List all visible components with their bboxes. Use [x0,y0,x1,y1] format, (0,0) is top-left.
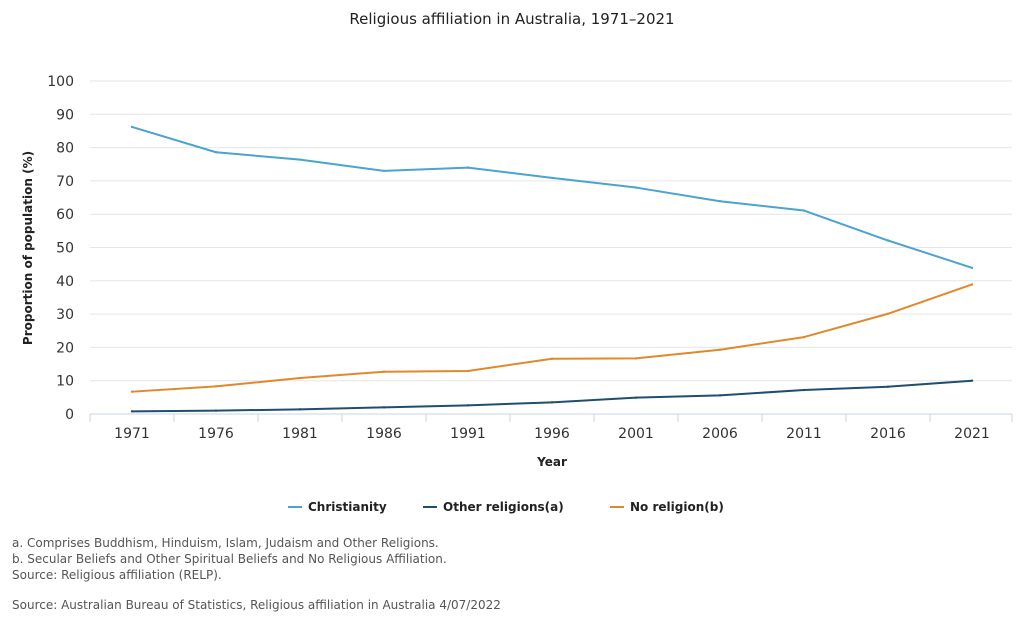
data-point-no-religion-b[interactable] [802,335,806,339]
y-tick-label: 0 [65,407,74,423]
data-point-christianity[interactable] [970,266,974,270]
x-tick-label: 1981 [282,426,318,442]
data-point-other-religions-a[interactable] [298,408,302,411]
legend-item-other-religions-a[interactable]: Other religions(a) [423,500,564,514]
data-point-no-religion-b[interactable] [298,376,302,380]
data-point-christianity[interactable] [634,186,638,189]
series-line-no-religion-b [131,283,973,393]
series-line-other-religions-a [131,379,973,413]
footnote-source: Source: Religious affiliation (RELP). [12,568,222,582]
x-tick-label: 1971 [114,426,150,442]
data-point-no-religion-b[interactable] [382,370,386,373]
data-point-no-religion-b[interactable] [466,369,470,373]
y-tick-label: 60 [56,207,74,223]
data-point-no-religion-b[interactable] [886,312,890,315]
y-tick-label: 90 [56,107,74,123]
data-point-no-religion-b[interactable] [970,283,974,286]
x-tick-label: 2006 [702,426,738,442]
y-tick-label: 70 [56,174,74,190]
footnote-a: a. Comprises Buddhism, Hinduism, Islam, … [12,536,439,550]
data-point-christianity[interactable] [466,166,470,169]
footnotes: a. Comprises Buddhism, Hinduism, Islam, … [12,535,447,583]
legend-item-christianity[interactable]: Christianity [288,500,387,514]
axes: 0 10 20 30 40 50 60 70 80 90 100 1971 1976 1981 1986 19… [47,74,1013,442]
y-tick-label: 30 [56,307,74,323]
data-point-other-religions-a[interactable] [214,409,218,412]
legend-item-no-religion-b[interactable]: No religion(b) [610,500,724,514]
data-point-christianity[interactable] [382,169,386,173]
legend: Christianity Other religions(a) No religio… [288,500,724,514]
x-tick-label: 2016 [870,426,906,442]
legend-label: Christianity [308,500,387,514]
data-point-no-religion-b[interactable] [634,357,638,360]
x-tick-label: 1991 [450,426,486,442]
series-lines [130,125,974,413]
y-tick-label: 20 [56,340,74,356]
legend-label: Other religions(a) [443,500,564,514]
x-tick-label: 1976 [198,426,234,442]
gridlines [90,80,1012,382]
data-point-no-religion-b[interactable] [550,357,554,360]
chart-title: Religious affiliation in Australia, 1971… [349,10,675,28]
data-point-other-religions-a[interactable] [970,379,974,382]
data-point-christianity[interactable] [298,158,302,161]
data-point-other-religions-a[interactable] [886,385,890,388]
data-point-christianity[interactable] [550,176,554,180]
x-tick-label: 1996 [534,426,570,442]
data-point-christianity[interactable] [718,200,722,203]
data-point-other-religions-a[interactable] [466,404,470,407]
source-citation: Source: Australian Bureau of Statistics,… [12,598,501,612]
data-point-other-religions-a[interactable] [802,388,806,392]
x-tick-label: 1986 [366,426,402,442]
data-point-christianity[interactable] [130,125,134,129]
legend-label: No religion(b) [630,500,724,514]
x-axis-title: Year [536,455,567,469]
y-tick-label: 80 [56,141,74,157]
y-tick-label: 40 [56,274,74,290]
data-point-other-religions-a[interactable] [130,410,134,413]
data-point-christianity[interactable] [802,209,806,212]
y-axis-title: Proportion of population (%) [21,151,35,345]
y-tick-label: 10 [56,374,74,390]
footnote-b: b. Secular Beliefs and Other Spiritual B… [12,552,447,566]
data-point-other-religions-a[interactable] [634,396,638,399]
data-point-other-religions-a[interactable] [718,394,722,397]
data-point-other-religions-a[interactable] [382,406,386,409]
data-point-christianity[interactable] [214,151,218,154]
x-tick-label: 2011 [786,426,822,442]
x-tick-label: 2001 [618,426,654,442]
data-point-christianity[interactable] [886,239,890,242]
data-point-other-religions-a[interactable] [550,401,554,404]
y-tick-label: 100 [47,74,74,90]
y-tick-label: 50 [56,241,74,257]
x-tick-label: 2021 [954,426,990,442]
data-point-no-religion-b[interactable] [718,348,722,351]
data-point-no-religion-b[interactable] [214,385,218,388]
data-point-no-religion-b[interactable] [130,390,134,393]
